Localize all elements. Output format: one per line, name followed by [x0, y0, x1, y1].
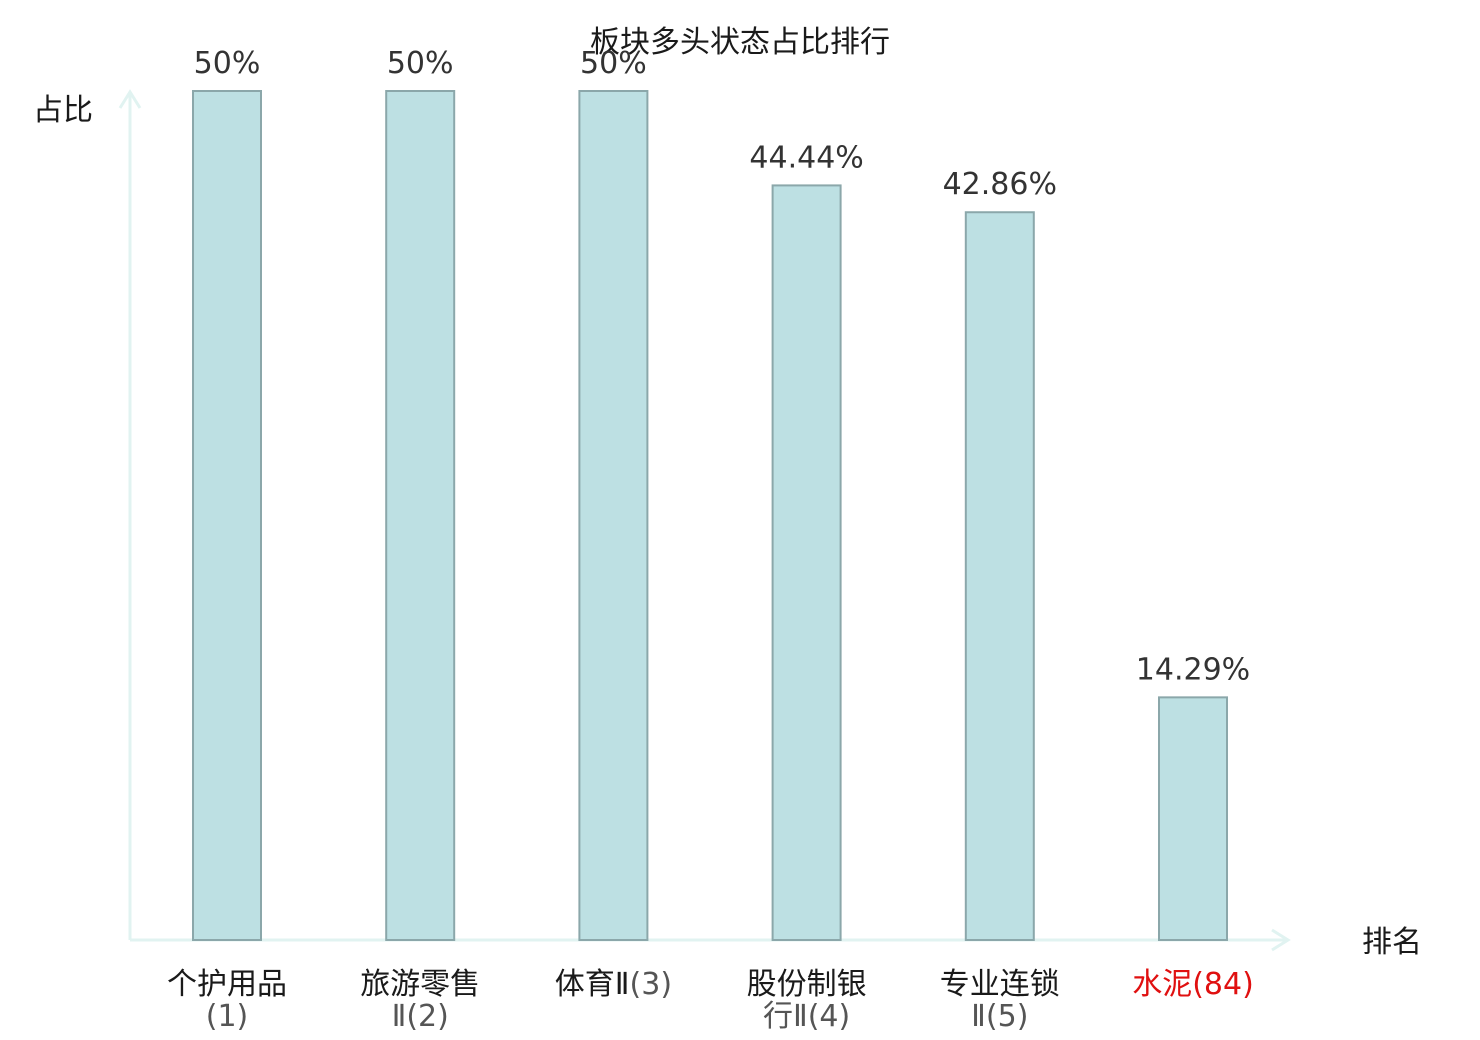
y-axis-title: 占比: [33, 93, 93, 128]
category-label: 个护用品(1): [167, 967, 287, 1034]
category-label: 专业连锁 Ⅱ(5): [940, 967, 1060, 1034]
category-label: 旅游零售 Ⅱ(2): [360, 967, 480, 1034]
category-label-part: (3): [630, 967, 673, 1002]
bar: [1158, 696, 1228, 941]
category-label-line: 行Ⅱ(4): [763, 999, 850, 1034]
category-label-line: 旅游零售: [360, 967, 480, 1002]
category-label: 水泥(84): [1132, 967, 1254, 1002]
category-label-line: 个护用品: [167, 967, 287, 1002]
bar: [385, 90, 456, 941]
y-axis-arrow-icon: [118, 89, 142, 109]
bar-value-label: 50%: [387, 46, 454, 81]
category-label: 股份制银行Ⅱ(4): [747, 967, 867, 1034]
bar-value-label: 14.29%: [1136, 652, 1250, 687]
value-labels: 50% 50% 50% 44.44% 42.86% 14.29%: [194, 46, 1251, 687]
bar: [192, 90, 262, 941]
chart-title: 板块多头状态占比排行: [590, 25, 890, 60]
category-labels: 个护用品(1) 旅游零售 Ⅱ(2) 体育Ⅱ(3) 股份制银行Ⅱ(4) 专业连锁 Ⅱ(5) 水泥…: [167, 967, 1254, 1034]
bar-value-label: 50%: [580, 46, 647, 81]
bar-value-label: 44.44%: [749, 140, 863, 175]
bar-value-label: 50%: [194, 46, 261, 81]
x-axis-arrow-icon: [1271, 928, 1291, 952]
category-label-part: 水泥: [1132, 967, 1192, 1002]
axes: [118, 89, 1291, 952]
category-label-line: 专业连锁: [940, 967, 1060, 1002]
category-label-part: (84): [1192, 967, 1254, 1002]
category-label-line: Ⅱ(2): [392, 999, 449, 1034]
bar: [964, 211, 1035, 942]
bar: [771, 184, 842, 941]
category-label-line: (1): [206, 999, 249, 1034]
bar-value-label: 42.86%: [943, 167, 1057, 202]
category-label-part: 体育Ⅱ: [555, 967, 630, 1002]
bar: [578, 90, 649, 941]
category-label-line: Ⅱ(5): [971, 999, 1028, 1034]
category-label: 体育Ⅱ(3): [555, 967, 672, 1002]
x-axis-title: 排名: [1362, 925, 1422, 960]
category-label-line: 股份制银: [747, 967, 867, 1002]
bars: [192, 90, 1228, 942]
